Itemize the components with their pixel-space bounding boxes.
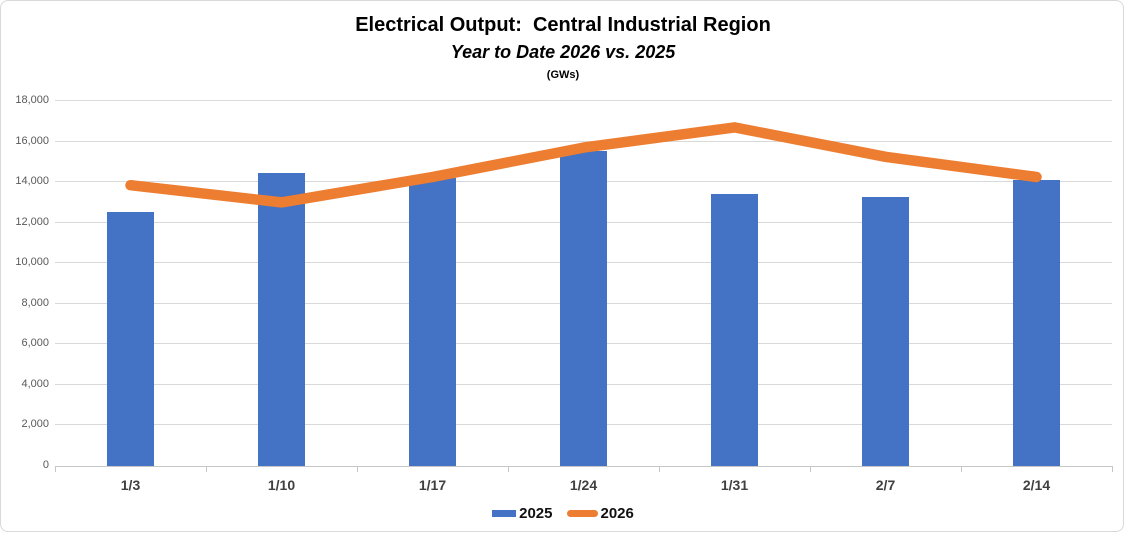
legend-swatch-2026-line-icon bbox=[566, 510, 598, 517]
y-axis-label: 8,000 bbox=[21, 296, 49, 309]
x-axis-tick bbox=[1112, 466, 1113, 472]
x-axis-label: 1/17 bbox=[418, 477, 447, 493]
chart-title-block: Electrical Output: Central Industrial Re… bbox=[1, 13, 1125, 81]
y-axis-label: 18,000 bbox=[15, 94, 49, 106]
x-axis-label: 1/24 bbox=[569, 477, 598, 493]
bar-2025-1/10 bbox=[258, 173, 305, 466]
y-axis-label: 16,000 bbox=[15, 134, 49, 147]
chart-subtitle: Year to Date 2026 vs. 2025 bbox=[450, 42, 676, 62]
x-axis-tick bbox=[55, 466, 56, 472]
x-axis-tick bbox=[961, 466, 962, 472]
y-axis-label: 2,000 bbox=[21, 418, 49, 431]
bar-2025-1/3 bbox=[107, 211, 154, 466]
line-2026 bbox=[125, 122, 1042, 208]
chart-units-label: (GWs) bbox=[546, 69, 580, 81]
y-axis-label: 14,000 bbox=[15, 175, 49, 188]
chart-title: Electrical Output: Central Industrial Re… bbox=[355, 14, 771, 36]
y-axis-label: 6,000 bbox=[21, 337, 49, 350]
bar-2025-1/31 bbox=[711, 194, 758, 466]
plot-area bbox=[55, 100, 1112, 467]
y-axis-label: 4,000 bbox=[21, 377, 49, 390]
legend-item-2025[interactable]: 2025 bbox=[492, 505, 553, 522]
x-axis-tick bbox=[810, 466, 811, 472]
y-axis-label: 0 bbox=[42, 459, 49, 471]
legend-item-2026[interactable]: 2026 bbox=[566, 505, 634, 522]
legend-label-2025: 2025 bbox=[519, 505, 553, 522]
x-axis-tick bbox=[206, 466, 207, 472]
x-axis-tick bbox=[357, 466, 358, 472]
x-axis-label: 1/31 bbox=[720, 477, 749, 493]
y-axis-label: 12,000 bbox=[15, 215, 49, 228]
legend-swatch-2025-bar-icon bbox=[492, 510, 517, 517]
bar-2025-2/14 bbox=[1013, 180, 1060, 466]
legend: 2025 2026 bbox=[1, 505, 1125, 522]
bar-2025-2/7 bbox=[862, 197, 909, 466]
bar-2025-1/24 bbox=[560, 150, 607, 466]
line-series-layer bbox=[125, 122, 1042, 208]
x-axis-label: 1/3 bbox=[120, 477, 141, 493]
x-axis-line bbox=[55, 466, 1112, 467]
x-axis-tick bbox=[659, 466, 660, 472]
x-axis-tick bbox=[508, 466, 509, 472]
gridline bbox=[55, 140, 1112, 142]
x-axis-label: 1/10 bbox=[267, 477, 296, 493]
gridline bbox=[55, 100, 1112, 101]
y-axis-label: 10,000 bbox=[15, 256, 49, 269]
legend-label-2026: 2026 bbox=[600, 505, 634, 522]
bar-2025-1/17 bbox=[409, 178, 456, 466]
x-axis-label: 2/7 bbox=[875, 477, 896, 493]
x-axis-label: 2/14 bbox=[1022, 477, 1051, 493]
